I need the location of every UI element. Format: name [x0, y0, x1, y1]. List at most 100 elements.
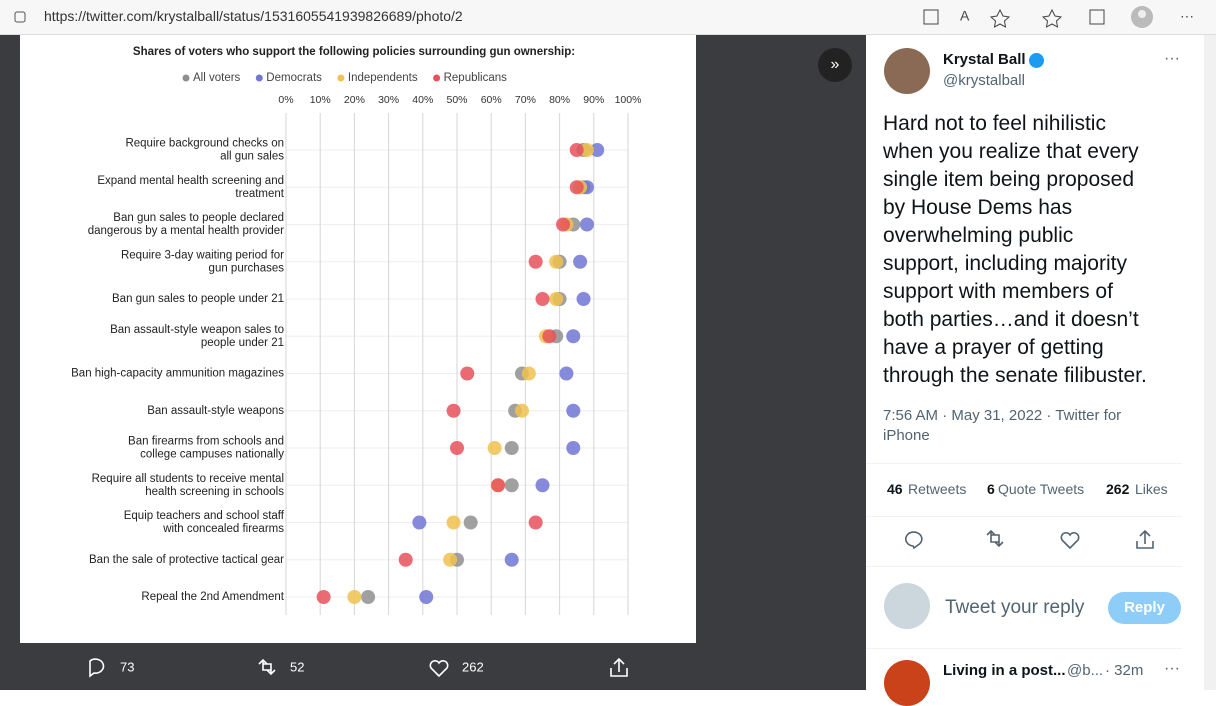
scrollbar[interactable] — [1204, 35, 1216, 690]
chart-image — [20, 35, 696, 643]
category-label: people under 21 — [201, 337, 284, 349]
dot — [487, 441, 502, 455]
tweet-text: overwhelming public — [883, 224, 1074, 247]
dot — [569, 143, 584, 157]
category-label: Ban assault-style weapons — [147, 405, 284, 417]
legend-dot — [182, 74, 190, 82]
dot — [504, 478, 519, 493]
category-label: college campuses nationally — [140, 449, 284, 461]
tweet-meta: 7:56 AM · May 31, 2022 · Twitter for — [883, 407, 1122, 424]
x-tick-label: 80% — [549, 94, 570, 106]
dot — [566, 403, 581, 418]
dot — [549, 292, 564, 306]
tweet-text: through the senate filibuster. — [883, 364, 1147, 387]
action-icon — [429, 659, 449, 678]
category-label: health screening in schools — [145, 486, 284, 498]
dot — [569, 180, 584, 195]
legend-label: Republicans — [444, 72, 508, 84]
stat-count[interactable]: 46 — [887, 481, 903, 497]
svg-text:A: A — [960, 8, 970, 24]
dot — [521, 366, 536, 381]
dot — [576, 292, 591, 306]
expand-icon: » — [831, 56, 840, 73]
x-tick-label: 100% — [615, 94, 642, 106]
reply-input[interactable]: Tweet your reply — [945, 597, 1085, 618]
category-label: Ban high-capacity ammunition magazines — [71, 368, 284, 380]
dot — [535, 292, 550, 306]
next-more[interactable]: ··· — [1164, 660, 1180, 677]
dot — [549, 254, 564, 269]
divider — [866, 516, 1182, 517]
x-tick-label: 50% — [446, 94, 467, 106]
verified-badge — [1029, 53, 1044, 68]
category-label: Require all students to receive mental — [92, 473, 284, 485]
dot — [590, 143, 605, 157]
x-tick-label: 0% — [278, 94, 293, 106]
dot — [528, 254, 543, 269]
avatar — [884, 48, 930, 94]
category-label: Ban gun sales to people declared — [113, 212, 284, 224]
category-label: dangerous by a mental health provider — [88, 225, 284, 237]
dot — [463, 515, 478, 530]
dot — [316, 590, 331, 604]
dot — [446, 403, 461, 418]
expand-button[interactable] — [818, 48, 852, 82]
dot — [579, 143, 594, 157]
category-label: all gun sales — [220, 151, 284, 163]
dot — [566, 441, 581, 455]
dot — [419, 590, 434, 604]
dot — [361, 590, 376, 604]
action-icon — [89, 658, 105, 678]
action-count: 52 — [290, 659, 304, 674]
action-icon — [258, 658, 276, 676]
tweet-text: single item being proposed — [883, 168, 1134, 191]
next-time: · 32m — [1105, 662, 1144, 679]
url[interactable]: https://twitter.com/krystalball/status/1… — [44, 8, 463, 24]
author-name: Krystal Ball — [943, 51, 1026, 68]
stat-count[interactable]: 262 — [1106, 481, 1130, 497]
svg-text:···: ··· — [1180, 8, 1194, 24]
x-tick-label: 70% — [515, 94, 536, 106]
dot — [573, 254, 588, 269]
x-tick-label: 40% — [412, 94, 433, 106]
stat-label[interactable]: Quote Tweets — [998, 481, 1085, 497]
x-tick-label: 20% — [344, 94, 365, 106]
viewer: » Shares of voters who support the follo… — [0, 35, 866, 690]
dot — [398, 552, 413, 567]
category-label: Require background checks on — [125, 138, 284, 150]
dot — [504, 441, 519, 455]
stat-count[interactable]: 6 — [987, 481, 995, 497]
category-label: Ban the sale of protective tactical gear — [89, 554, 284, 566]
stat-label[interactable]: Likes — [1135, 481, 1168, 497]
category-label: Ban gun sales to people under 21 — [112, 293, 284, 305]
x-tick-label: 10% — [310, 94, 331, 106]
category-label: Equip teachers and school staff — [124, 510, 285, 522]
legend-label: Democrats — [266, 72, 322, 84]
legend-label: Independents — [348, 72, 418, 84]
dot — [566, 329, 581, 344]
tweet-actions[interactable] — [905, 527, 1165, 553]
dot — [443, 552, 458, 567]
reply-button[interactable]: Reply — [1108, 592, 1181, 624]
share-icon — [610, 657, 628, 677]
divider — [866, 648, 1182, 649]
author-handle: @krystalball — [943, 72, 1025, 89]
next-name: Living in a post... — [943, 662, 1066, 679]
action-count: 73 — [120, 659, 134, 674]
tweet-meta: iPhone — [883, 427, 930, 444]
legend-label: All voters — [193, 72, 241, 84]
tweet-text: both parties…and it doesn’t — [883, 308, 1139, 331]
category-label: Ban firearms from schools and — [128, 436, 284, 448]
category-label: treatment — [235, 188, 284, 200]
stat-label[interactable]: Retweets — [908, 481, 967, 497]
browser-bar: https://twitter.com/krystalball/status/1… — [0, 0, 1216, 35]
tweet-text: by House Dems has — [883, 196, 1073, 219]
dot — [504, 552, 519, 567]
dot — [446, 515, 461, 530]
category-label: with concealed firearms — [162, 523, 284, 535]
next-avatar — [884, 660, 930, 706]
dot — [412, 515, 427, 530]
dot — [559, 366, 574, 381]
more-button[interactable]: ··· — [1164, 50, 1180, 67]
